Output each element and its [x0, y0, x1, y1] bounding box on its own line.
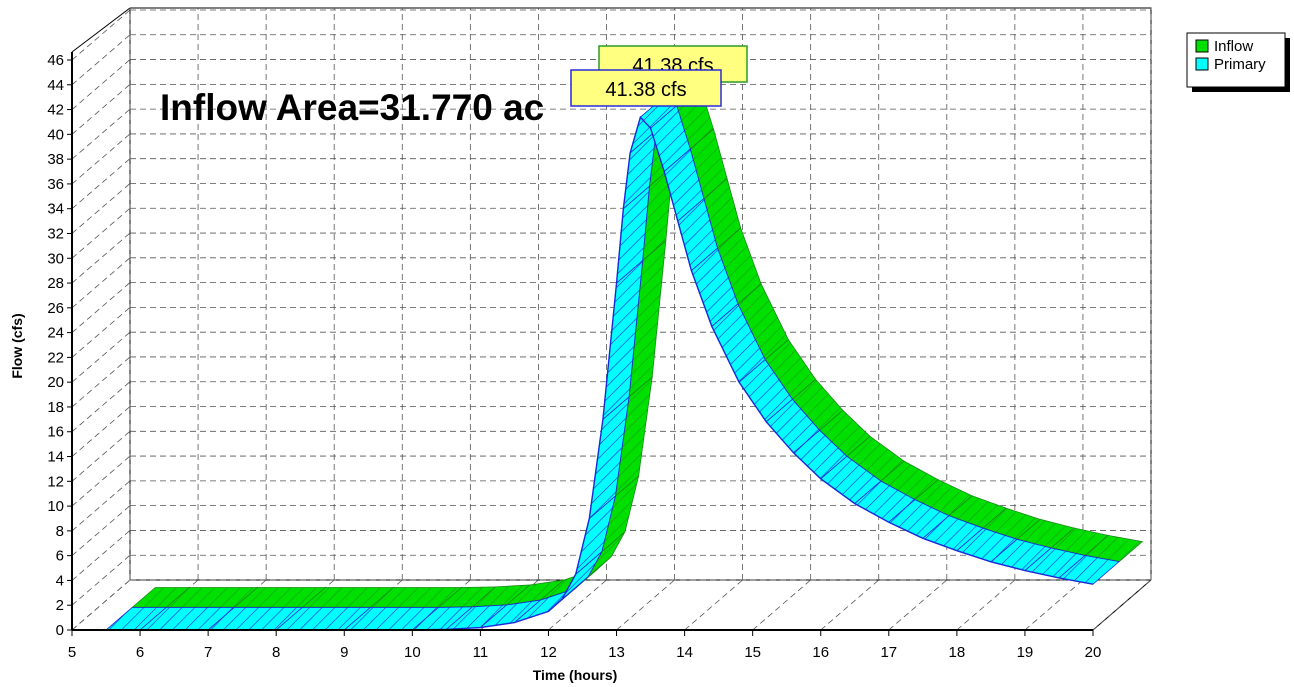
x-tick-label-13: 13	[608, 644, 625, 661]
inflow-area-annotation: Inflow Area=31.770 ac	[160, 87, 544, 128]
grid-line-diag-y-20	[71, 331, 131, 383]
y-tick-label-10: 10	[47, 498, 64, 515]
grid-line-diag-y-18	[71, 356, 131, 408]
grid-line-diag-x-18	[956, 579, 1016, 631]
grid-line-diag-y-34	[71, 158, 131, 209]
y-tick-label-42: 42	[47, 102, 64, 119]
grid-line-diag-y-22	[71, 307, 131, 358]
y-tick-label-34: 34	[47, 201, 64, 218]
x-tick-label-10: 10	[404, 644, 421, 661]
grid-line-diag-y-28	[71, 232, 131, 284]
peak-callout-label-primary: 41.38 cfs	[605, 79, 686, 101]
series-ribbons	[104, 73, 1144, 631]
grid-line-diag-x-14	[684, 579, 743, 631]
y-tick-label-14: 14	[47, 449, 64, 466]
grid-line-diag-x-17	[888, 579, 948, 631]
grid-line-diag-y-12	[71, 431, 131, 482]
grid-line-diag-x-16	[820, 579, 879, 631]
left-wall-top-edge	[71, 7, 131, 53]
grid-line-diag-y-6	[71, 505, 131, 556]
peak-callout-box-primary	[570, 69, 722, 107]
grid-line-diag-y-14	[71, 406, 131, 457]
legend-label-inflow: Inflow	[1214, 38, 1253, 55]
y-tick-label-16: 16	[47, 424, 64, 441]
axes: 0246810121416182022242628303234363840424…	[47, 52, 1101, 661]
x-tick-label-19: 19	[1017, 644, 1034, 661]
y-tick-label-46: 46	[47, 52, 64, 69]
legend-swatch-primary	[1195, 57, 1209, 71]
y-tick-label-6: 6	[56, 548, 64, 565]
y-tick-label-24: 24	[47, 325, 64, 342]
peak-callout-primary: 41.38 cfs	[570, 69, 722, 107]
x-tick-label-7: 7	[204, 644, 212, 661]
y-tick-label-12: 12	[47, 473, 64, 490]
grid-line-diag-y-30	[71, 207, 131, 259]
grid-line-diag-x-12	[548, 579, 607, 631]
grid-line-diag-y-42	[71, 59, 131, 110]
grid-line-diag-y-2	[71, 554, 131, 606]
x-tick-label-9: 9	[340, 644, 348, 661]
y-tick-label-0: 0	[56, 622, 64, 639]
x-axis-title: Time (hours)	[533, 667, 618, 683]
x-tick-label-12: 12	[540, 644, 557, 661]
ribbon-primary	[104, 93, 1120, 631]
grid-line-diag-y-24	[71, 282, 131, 333]
x-tick-label-16: 16	[812, 644, 829, 661]
x-tick-label-6: 6	[136, 644, 144, 661]
grid-line-diag-y-16	[71, 381, 131, 433]
y-tick-label-26: 26	[47, 300, 64, 317]
y-tick-label-4: 4	[56, 572, 64, 589]
y-tick-label-8: 8	[56, 523, 64, 540]
y-tick-label-44: 44	[47, 77, 64, 94]
grid-line-diag-x-19	[1024, 579, 1084, 631]
grid-line-diag-y-8	[71, 480, 131, 532]
grid-line-diag-y-32	[71, 183, 131, 234]
x-tick-label-11: 11	[473, 644, 489, 661]
y-tick-label-22: 22	[47, 349, 64, 366]
y-tick-label-32: 32	[47, 225, 64, 242]
y-axis-title: Flow (cfs)	[9, 313, 25, 378]
grid-line-diag-x-13	[616, 579, 675, 631]
y-tick-label-18: 18	[47, 399, 64, 416]
grid-line-diag-x-5	[71, 579, 131, 631]
x-tick-label-5: 5	[68, 644, 76, 661]
grid-line-diag-y-38	[71, 108, 131, 160]
y-tick-label-2: 2	[56, 597, 64, 614]
grid-line-diag-y-46	[71, 9, 131, 61]
x-tick-label-8: 8	[272, 644, 280, 661]
grid-line-diag-x-20	[1092, 579, 1152, 631]
grid-line-diag-y-4	[71, 530, 131, 581]
x-tick-label-17: 17	[880, 644, 897, 661]
ribbon-inflow	[131, 73, 1144, 609]
legend-label-primary: Primary	[1214, 56, 1266, 73]
y-tick-label-28: 28	[47, 275, 64, 292]
legend-swatch-inflow	[1195, 39, 1209, 53]
grid-line-diag-y-40	[71, 84, 131, 135]
y-tick-label-20: 20	[47, 374, 64, 391]
grid-line-diag-y-36	[71, 133, 131, 185]
grid-line-diag-y-10	[71, 455, 131, 507]
y-tick-label-36: 36	[47, 176, 64, 193]
grid-line-diag-y-26	[71, 257, 131, 309]
y-tick-label-30: 30	[47, 250, 64, 267]
y-tick-label-38: 38	[47, 151, 64, 168]
x-tick-label-18: 18	[949, 644, 966, 661]
grid-line-diag-x-15	[752, 579, 811, 631]
x-tick-label-14: 14	[676, 644, 693, 661]
x-tick-label-15: 15	[744, 644, 761, 661]
x-tick-label-20: 20	[1085, 644, 1102, 661]
grid-line-diag-y-44	[71, 34, 131, 86]
y-tick-label-40: 40	[47, 126, 64, 143]
